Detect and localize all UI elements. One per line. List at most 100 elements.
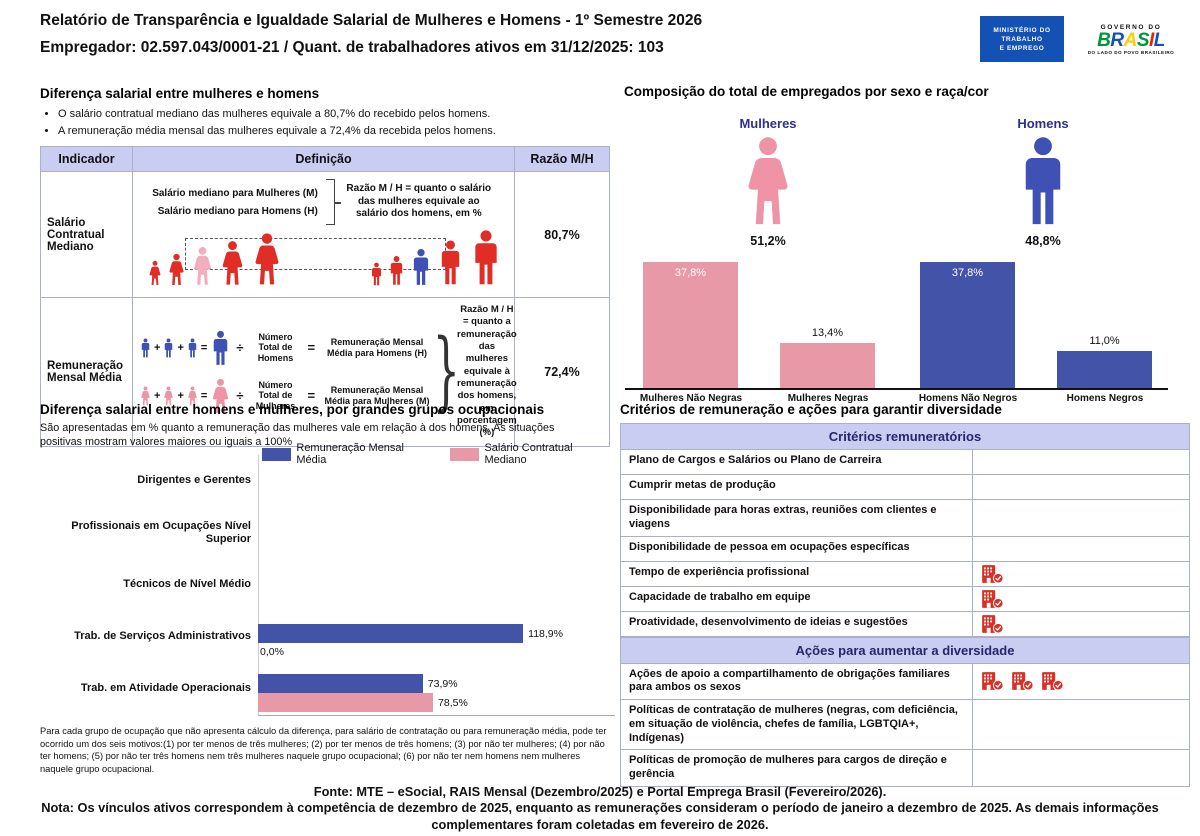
mulheres-label: Mulheres — [739, 116, 797, 131]
bar-value-label: 13,4% — [811, 327, 844, 340]
category-label: Dirigentes e Gerentes — [137, 474, 251, 487]
population-pictogram — [133, 227, 514, 289]
man-icon — [188, 338, 197, 358]
man-icon — [1025, 137, 1061, 225]
chart-row-servicos-administrativos: Trab. de Serviços Administrativos 118,9%… — [40, 611, 615, 663]
composition-chart-title: Composição do total de empregados por se… — [624, 84, 989, 99]
criteria-marks-cell — [973, 562, 1189, 586]
brace-shape: } — [432, 321, 460, 422]
criteria-section-header: Critérios remuneratórios — [621, 424, 1189, 450]
man-icon — [165, 338, 173, 358]
salary-gap-bullets: O salário contratual mediano das mulhere… — [58, 108, 610, 137]
category-label: Técnicos de Nível Médio — [123, 578, 251, 591]
homens-label: Homens — [1017, 116, 1069, 131]
bar-value-label: 37,8% — [951, 267, 984, 280]
bracket-shape — [325, 179, 341, 225]
ratio-note-row2: Razão M / H = quanto a remuneração das m… — [457, 304, 517, 439]
median-men-line: Salário mediano para Homens (H) — [157, 205, 318, 217]
equals-operator: = — [307, 388, 316, 404]
women-pictogram-group — [147, 232, 284, 286]
col-header-definicao: Definição — [133, 147, 515, 172]
report-footer: Fonte: MTE – eSocial, RAIS Mensal (Dezem… — [0, 784, 1200, 833]
salary-gap-title: Diferença salarial entre mulheres e home… — [40, 86, 320, 101]
criteria-marks-cell — [973, 475, 1189, 499]
chart-row-tecnicos: Técnicos de Nível Médio — [40, 559, 615, 611]
mte-logo-line: E EMPREGO — [999, 44, 1045, 52]
median-man-icon — [413, 248, 429, 285]
men-mean-formula: + + = ÷ Número Total de Homens = Remuner… — [139, 330, 435, 366]
man-icon — [214, 330, 228, 365]
category-label: Mulheres Negras — [787, 393, 869, 404]
criteria-marks-cell — [973, 750, 1189, 786]
criteria-row: Políticas de contratação de mulheres (ne… — [621, 700, 1189, 751]
footer-nota: Nota: Os vínculos ativos correspondem à … — [41, 800, 1159, 832]
bar-value-label: 118,9% — [528, 627, 563, 640]
bullet-mean-salary: A remuneração média mensal das mulheres … — [58, 125, 610, 137]
plus-operator: + — [154, 389, 161, 402]
men-result-label: Remuneração Mensal Média para Homens (H) — [327, 337, 428, 358]
bar-remuneracao-media: 118,9% — [258, 624, 563, 644]
chart-row-profissionais: Profissionais em Ocupações Nível Superio… — [40, 507, 615, 559]
chart-row-atividade-operacionais: Trab. em Atividade Operacionais 73,9% 78… — [40, 663, 615, 715]
chart-legend: Remuneração Mensal Média Salário Contrat… — [262, 442, 615, 466]
indicator-remuneracao-media: Remuneração Mensal Média — [41, 298, 133, 447]
man-icon — [475, 230, 497, 285]
man-icon — [372, 262, 381, 286]
footer-fonte: Fonte: MTE – eSocial, RAIS Mensal (Dezem… — [313, 784, 887, 799]
governo-brasil-logo: GOVERNO DO BRASIL DO LADO DO POVO BRASIL… — [1072, 16, 1190, 62]
bar-value-label: 73,9% — [427, 677, 458, 690]
men-total-label: Número Total de Homens — [257, 331, 294, 364]
criteria-row: Plano de Cargos e Salários ou Plano de C… — [621, 450, 1189, 475]
category-label: Homens Não Negros — [918, 393, 1018, 404]
median-definition-lines: Salário mediano para Mulheres (M) Salári… — [152, 181, 318, 224]
divide-operator: ÷ — [236, 388, 244, 404]
bar-mulheres-negras: 13,4% — [780, 327, 875, 388]
criteria-row: Políticas de promoção de mulheres para c… — [621, 750, 1189, 786]
chart-footnote: Para cada grupo de ocupação que não apre… — [40, 726, 607, 774]
ratio-salario-contratual: 80,7% — [515, 172, 609, 298]
bar-value-label: 37,8% — [674, 267, 707, 280]
man-icon — [141, 338, 150, 358]
bar-value-label: 11,0% — [1089, 335, 1120, 348]
bar-mulheres-nao-negras: 37,8% — [643, 262, 738, 388]
definition-remuneracao-media: + + = ÷ Número Total de Homens = Remuner… — [133, 298, 517, 447]
man-icon — [441, 240, 460, 285]
plus-operator: + — [177, 341, 184, 354]
category-label: Trab. em Atividade Operacionais — [80, 682, 251, 695]
criteria-title: Critérios de remuneração e ações para ga… — [620, 402, 1002, 417]
occupational-chart-title: Diferença salarial entre homens e mulher… — [40, 402, 545, 417]
company-check-icon — [981, 588, 1004, 609]
criteria-marks-cell — [973, 664, 1189, 700]
criteria-marks-cell — [973, 537, 1189, 561]
bar-salario-mediano: 78,5% — [258, 693, 468, 713]
ministerio-trabalho-logo: MINISTÉRIO DO TRABALHO E EMPREGO — [980, 16, 1064, 62]
criteria-marks-cell — [973, 500, 1189, 536]
criteria-marks-cell — [973, 450, 1189, 474]
women-total-label: Número Total de Mulheres — [255, 379, 296, 412]
equals-operator: = — [200, 341, 208, 354]
criteria-row: Disponibilidade de pessoa em ocupações e… — [621, 536, 1189, 562]
pink-swatch — [450, 447, 480, 461]
composition-group-homens: Homens 48,8% — [973, 116, 1113, 248]
woman-icon — [222, 241, 243, 285]
women-mean-formula: + + = ÷ Número Total de Mulheres = Remun… — [139, 378, 435, 414]
indicator-table: Indicador Definição Razão M/H Salário Co… — [40, 146, 610, 447]
salary-gap-section: Diferença salarial entre mulheres e home… — [40, 86, 610, 447]
company-check-icon — [1011, 671, 1034, 691]
ratio-note-row1: Razão M / H = quanto o salário das mulhe… — [346, 183, 492, 220]
bullet-median-salary: O salário contratual mediano das mulhere… — [58, 108, 610, 120]
criteria-row: Proatividade, desenvolvimento de ideias … — [621, 611, 1189, 637]
women-result-label: Remuneração Mensal Média para Mulheres (… — [324, 385, 430, 406]
criteria-section: Critérios de remuneração e ações para ga… — [620, 402, 1190, 787]
homens-percent: 48,8% — [1025, 234, 1061, 248]
category-label: Mulheres Não Negras — [639, 393, 743, 404]
chart-row-dirigentes: Dirigentes e Gerentes — [40, 455, 615, 507]
category-label: Trab. de Serviços Administrativos — [74, 630, 251, 643]
occupational-chart-subtitle: São apresentadas em % quanto a remuneraç… — [40, 422, 555, 449]
criteria-section-header: Ações para aumentar a diversidade — [621, 636, 1189, 664]
criteria-marks-cell — [973, 587, 1189, 611]
category-label: Homens Negros — [1066, 393, 1144, 404]
blue-swatch — [262, 447, 292, 461]
man-icon — [390, 256, 403, 285]
occupational-bar-chart: Dirigentes e Gerentes Profissionais em O… — [40, 455, 615, 719]
